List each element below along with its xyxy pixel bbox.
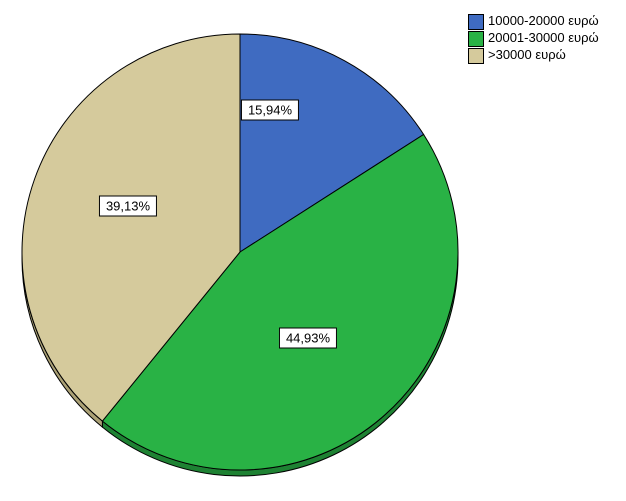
slice-label-range3: 39,13% [99, 196, 157, 217]
legend: 10000-20000 ευρώ 20001-30000 ευρώ >30000… [468, 14, 599, 65]
legend-item-range1: 10000-20000 ευρώ [468, 14, 599, 30]
legend-item-range2: 20001-30000 ευρώ [468, 31, 599, 47]
slice-label-range1: 15,94% [241, 100, 299, 121]
slice-label-range2: 44,93% [279, 328, 337, 349]
pie-chart-container: 10000-20000 ευρώ 20001-30000 ευρώ >30000… [0, 0, 626, 501]
legend-label-range3: >30000 ευρώ [488, 48, 566, 63]
legend-item-range3: >30000 ευρώ [468, 48, 599, 64]
legend-label-range2: 20001-30000 ευρώ [488, 31, 599, 46]
pie-chart-svg [0, 0, 626, 501]
legend-swatch-range1 [468, 14, 484, 30]
legend-label-range1: 10000-20000 ευρώ [488, 14, 599, 29]
legend-swatch-range2 [468, 31, 484, 47]
legend-swatch-range3 [468, 48, 484, 64]
